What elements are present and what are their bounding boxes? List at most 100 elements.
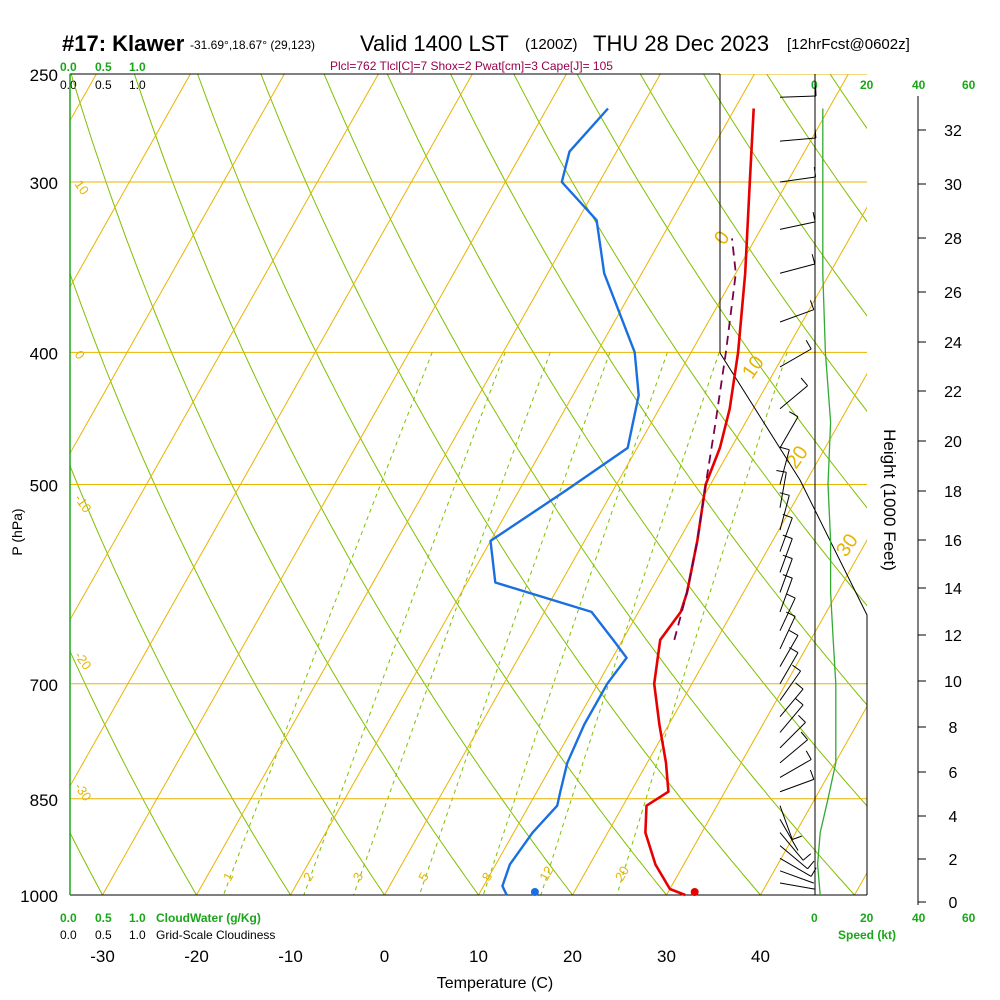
dry-adiabat-0 bbox=[70, 272, 385, 895]
valid-date: THU 28 Dec 2023 bbox=[593, 31, 769, 56]
isotherm-label-left-0: 10 bbox=[72, 177, 93, 197]
wind-barb-880 bbox=[779, 819, 799, 851]
isotherm-label-left-3: -20 bbox=[72, 649, 95, 673]
top-cl-tick-1: 0.5 bbox=[95, 78, 112, 92]
mixing-ratio-3 bbox=[353, 352, 551, 895]
valid-zulu: (1200Z) bbox=[525, 36, 578, 53]
ws-bot-tick-2: 40 bbox=[912, 911, 926, 925]
isotherm-label-right-7: 20 bbox=[782, 442, 813, 473]
y-axis-label: P (hPa) bbox=[9, 508, 25, 555]
wind-barb-350 bbox=[779, 254, 816, 274]
height-tick-10: 10 bbox=[944, 674, 962, 691]
wind-barb-300 bbox=[779, 167, 817, 183]
mixing-ratio-20 bbox=[616, 352, 788, 895]
bot-cw-label: CloudWater (g/Kg) bbox=[156, 911, 261, 925]
height-tick-18: 18 bbox=[944, 484, 962, 501]
forecast-info: [12hrFcst@0602z] bbox=[787, 36, 910, 53]
isotherm-label-left-2: -10 bbox=[72, 491, 95, 515]
sounding-params: Plcl=762 Tlcl[C]=7 Shox=2 Pwat[cm]=3 Cap… bbox=[330, 59, 613, 73]
bot-cw-tick-0: 0.0 bbox=[60, 911, 77, 925]
wind-barb-520 bbox=[776, 470, 787, 508]
series-dewpoint bbox=[489, 107, 640, 896]
ws-top-tick-3: 60 bbox=[962, 78, 976, 92]
dry-adiabat--10 bbox=[70, 464, 291, 895]
wind-barb-470 bbox=[779, 411, 799, 449]
top-cloudiness-scale: 0.0 0.5 1.0 bbox=[60, 78, 146, 92]
mixing-ratio-1 bbox=[223, 352, 433, 895]
mixing-ratio-label-8: 8 bbox=[479, 870, 496, 884]
wind-speed-line bbox=[816, 108, 837, 896]
dry-adiabat-70 bbox=[450, 74, 867, 706]
wind-barb-900 bbox=[779, 832, 812, 861]
top-cl-tick-0: 0.0 bbox=[60, 78, 77, 92]
wind-barb-720 bbox=[779, 664, 802, 701]
mixing-ratio-label-3: 3 bbox=[350, 870, 367, 884]
pressure-axis: 250 300 400 500 700 850 1000 bbox=[20, 66, 58, 906]
bot-cl-tick-2: 1.0 bbox=[129, 928, 146, 942]
isotherm-label-left-4: -30 bbox=[72, 780, 95, 804]
sounding-series bbox=[489, 107, 755, 897]
dry-adiabat-60 bbox=[386, 74, 867, 807]
wind-barb-740 bbox=[779, 682, 804, 717]
ws-top-tick-1: 20 bbox=[860, 78, 874, 92]
mixing-ratio-5 bbox=[419, 352, 611, 895]
height-tick-30: 30 bbox=[944, 177, 962, 194]
pressure-tick-500: 500 bbox=[30, 477, 58, 496]
mixing-ratio-8 bbox=[482, 352, 668, 895]
pressure-tick-250: 250 bbox=[30, 66, 58, 85]
bot-cw-tick-2: 1.0 bbox=[129, 911, 146, 925]
isotherm-50 bbox=[854, 871, 867, 895]
mixing-ratio-label-1: 1 bbox=[220, 870, 237, 884]
temp-tick-40: 40 bbox=[751, 947, 770, 966]
wind-profile bbox=[776, 85, 837, 896]
surface-temperature-marker bbox=[690, 888, 699, 896]
dry-adiabat-80 bbox=[513, 74, 867, 607]
wind-barb-860 bbox=[779, 805, 802, 840]
height-tick-2: 2 bbox=[949, 852, 958, 869]
temp-tick--30: -30 bbox=[90, 947, 115, 966]
series-parcel bbox=[673, 238, 737, 641]
wind-barb-780 bbox=[779, 714, 806, 749]
temp-tick--10: -10 bbox=[278, 947, 303, 966]
valid-time: Valid 1400 LST bbox=[360, 31, 509, 56]
ws-bot-tick-1: 20 bbox=[860, 911, 874, 925]
height-tick-8: 8 bbox=[949, 720, 958, 737]
height-tick-32: 32 bbox=[944, 123, 962, 140]
wind-barb-580 bbox=[779, 534, 793, 573]
height-tick-16: 16 bbox=[944, 533, 962, 550]
height-tick-6: 6 bbox=[949, 765, 958, 782]
dry-adiabat-110 bbox=[703, 74, 867, 317]
station-title: #17: Klawer bbox=[62, 31, 185, 56]
height-tick-26: 26 bbox=[944, 285, 962, 302]
pressure-tick-300: 300 bbox=[30, 174, 58, 193]
wind-barb-660 bbox=[779, 611, 796, 650]
wind-scale-top: 0 20 40 60 bbox=[811, 78, 976, 92]
mixing-ratio-2 bbox=[303, 352, 506, 895]
temp-tick-30: 30 bbox=[657, 947, 676, 966]
pressure-tick-1000: 1000 bbox=[20, 887, 58, 906]
isotherm-label-right-5: 0 bbox=[710, 227, 734, 249]
bot-cl-tick-0: 0.0 bbox=[60, 928, 77, 942]
height-tick-4: 4 bbox=[949, 809, 958, 826]
isotherm--60 bbox=[70, 74, 285, 455]
top-cw-tick-2: 1.0 bbox=[129, 60, 146, 74]
wind-barb-840 bbox=[779, 769, 815, 793]
surface-dewpoint-marker bbox=[530, 888, 539, 896]
wind-barb-820 bbox=[779, 750, 812, 778]
mixing-ratio-label-20: 20 bbox=[612, 863, 632, 883]
wind-barb-560 bbox=[779, 513, 793, 552]
wind-barb-920 bbox=[779, 845, 815, 870]
wind-barb-980 bbox=[779, 882, 816, 890]
series-temperature bbox=[644, 108, 755, 897]
wind-barb-600 bbox=[779, 554, 793, 593]
height-tick-24: 24 bbox=[944, 335, 962, 352]
height-tick-28: 28 bbox=[944, 231, 962, 248]
isotherm-label-left-1: 0 bbox=[72, 347, 88, 362]
dry-adiabat-20 bbox=[133, 74, 573, 895]
height-tick-22: 22 bbox=[944, 384, 962, 401]
dry-adiabats bbox=[70, 74, 867, 895]
isotherm-30 bbox=[666, 539, 867, 895]
wind-barb-325 bbox=[779, 211, 816, 230]
mixing-ratio-label-5: 5 bbox=[415, 870, 432, 884]
height-axis-label: Height (1000 Feet) bbox=[880, 429, 899, 571]
